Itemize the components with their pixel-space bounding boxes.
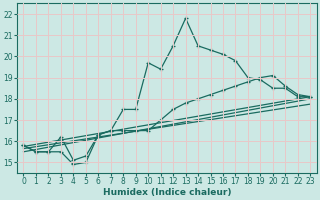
- X-axis label: Humidex (Indice chaleur): Humidex (Indice chaleur): [103, 188, 231, 197]
